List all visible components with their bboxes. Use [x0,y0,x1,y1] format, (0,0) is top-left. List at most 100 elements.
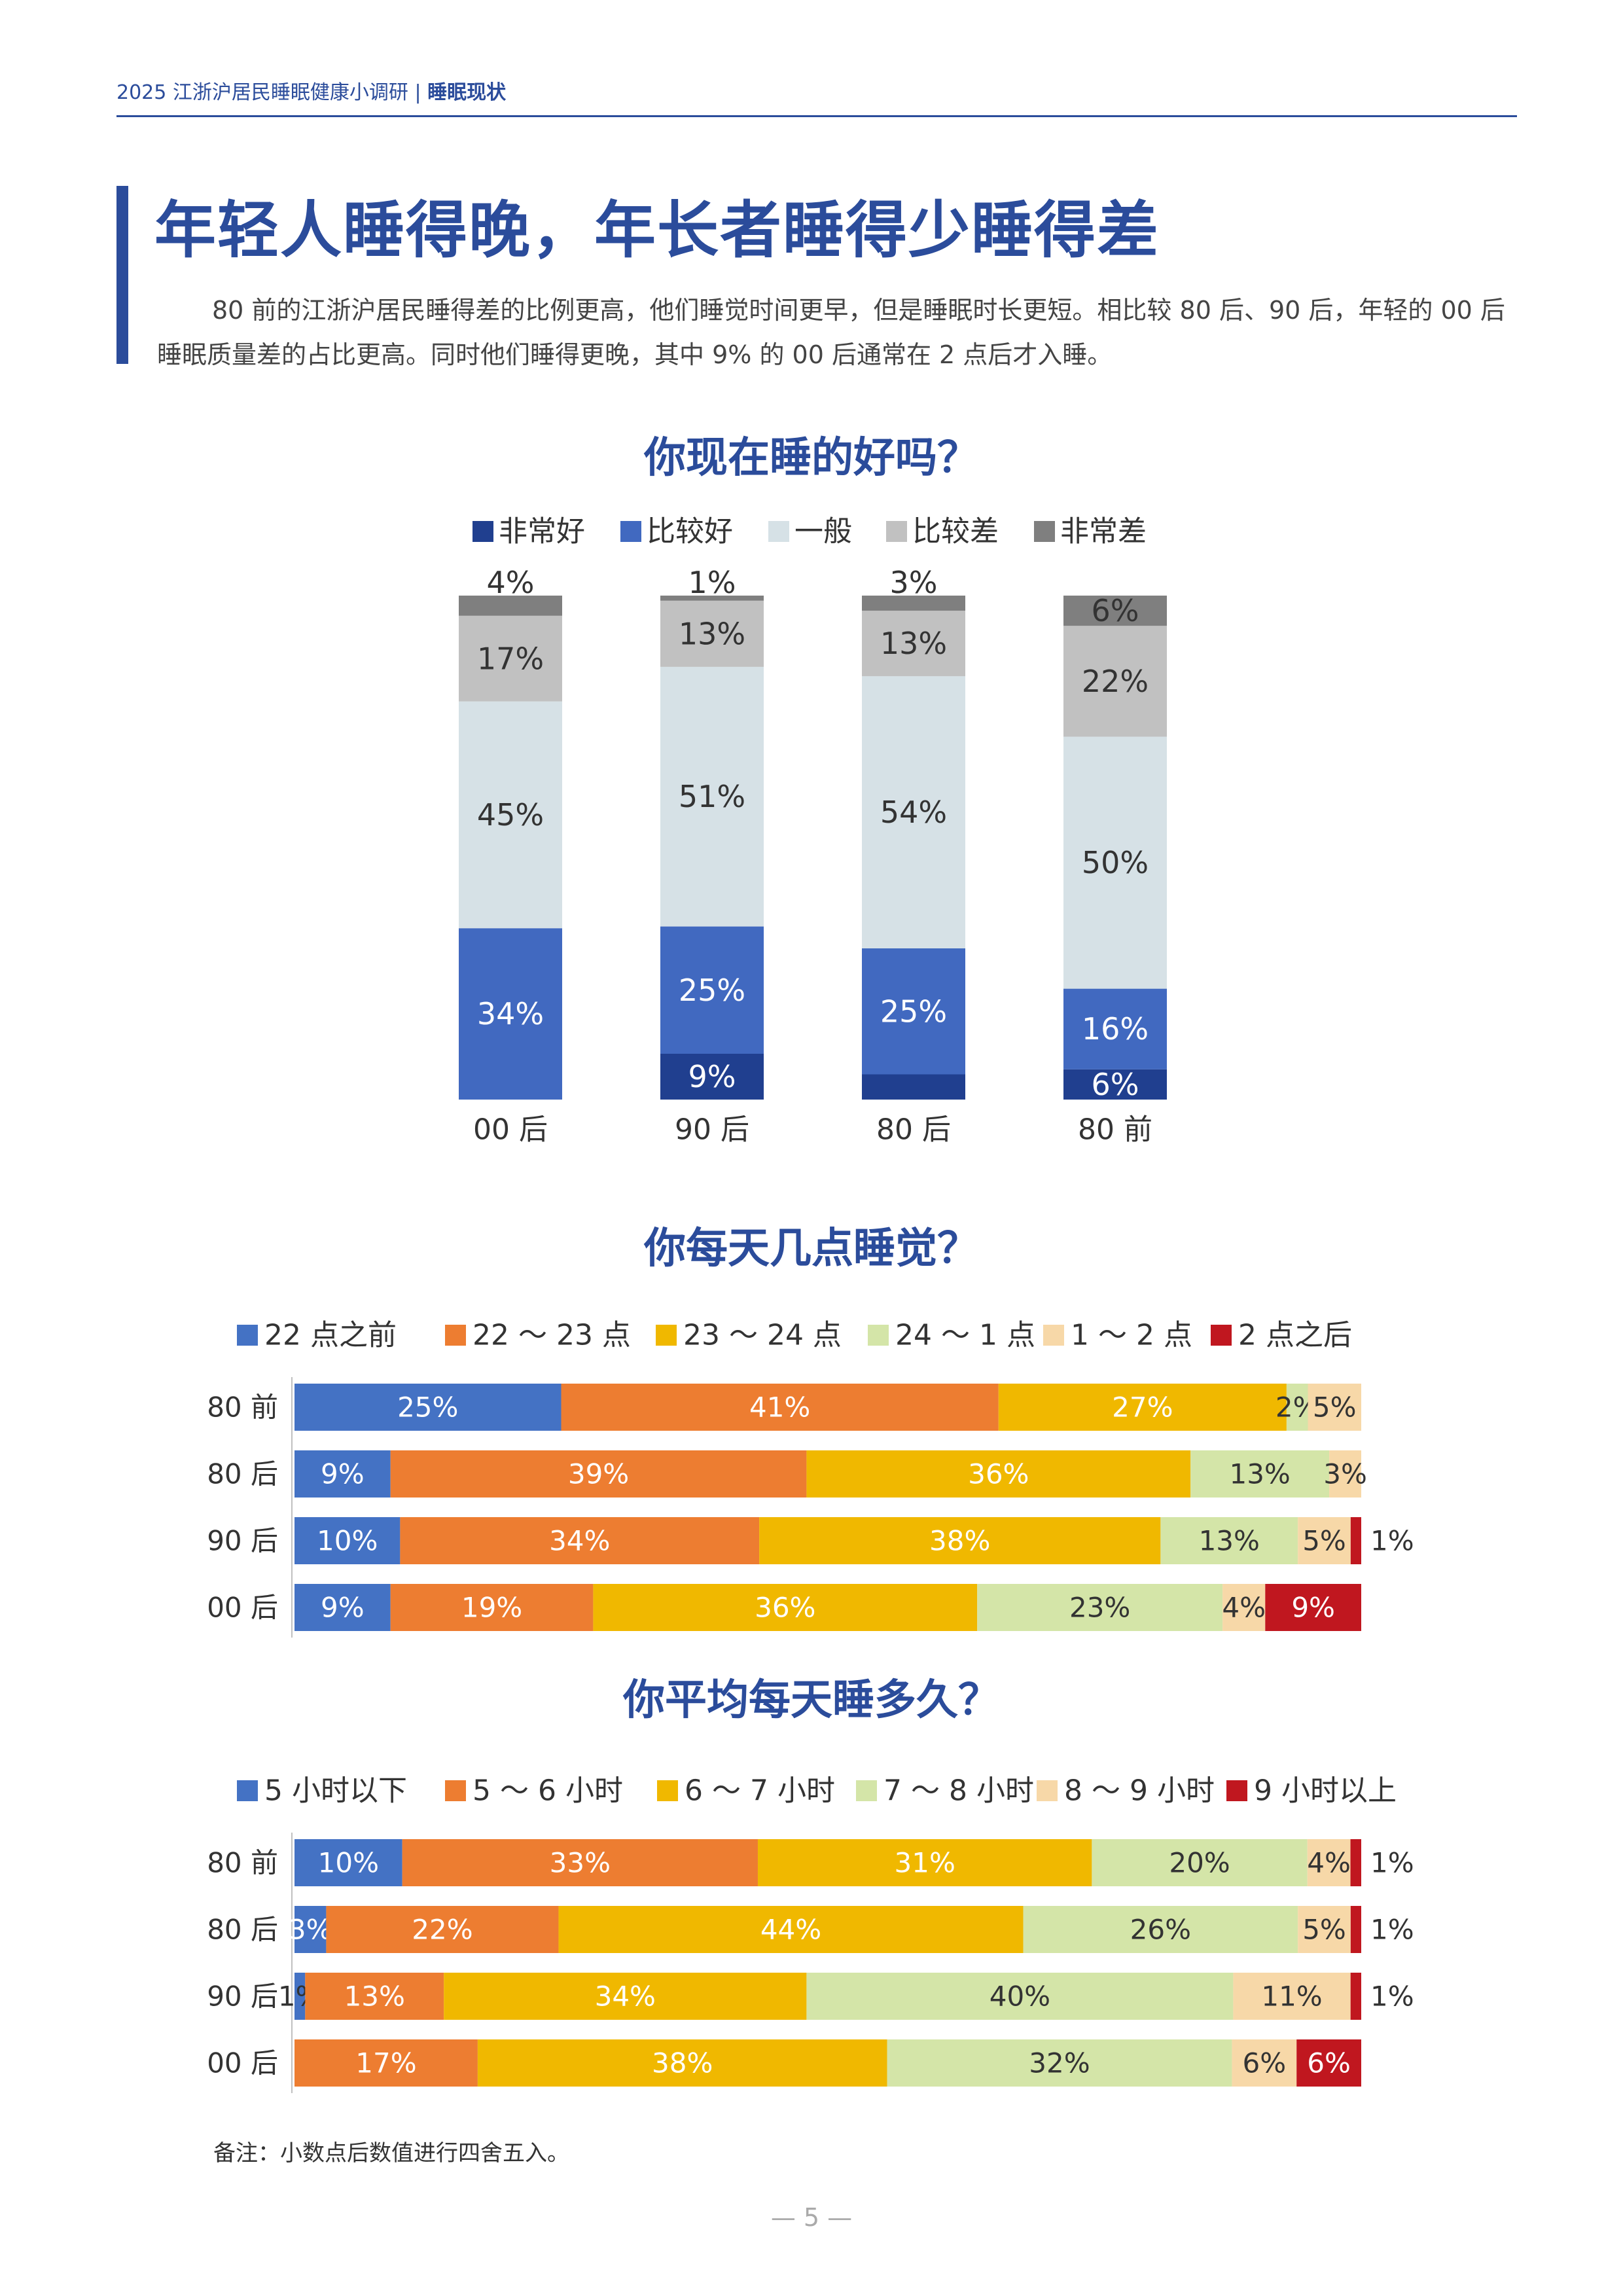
sleep-duration-chart: 5 小时以下 5 ～ 6 小时 6 ～ 7 小时 7 ～ 8 小时 8 ～ 9 小时 9 … [207,1774,1414,2093]
bar-segment [1232,2039,1297,2087]
chart1-title: 你现在睡的好吗？ [644,434,979,482]
legend-label: 23 ～ 24 点 [683,1319,842,1352]
header-section: 睡眠现状 [427,81,507,104]
data-label: 26% [1130,1914,1191,1946]
page-header: 2025 江浙沪居民睡眠健康小调研 | 睡眠现状 [116,73,1517,117]
bar-segment [1023,1906,1298,1953]
data-label: 4% [1307,1847,1351,1879]
legend-swatch [473,521,493,542]
data-label: 32% [1029,2047,1090,2079]
bar-segment [862,611,965,677]
bar-segment [887,2039,1232,2087]
bar-segment [1222,1584,1266,1631]
header-title: 2025 江浙沪居民睡眠健康小调研 [116,81,408,104]
legend-swatch [1211,1325,1232,1346]
data-label: 39% [568,1458,629,1490]
data-label: 25% [880,994,947,1029]
header-separator: | [414,81,421,104]
data-label: 34% [595,1981,656,2013]
data-label: 22% [412,1914,473,1946]
legend-label: 22 ～ 23 点 [473,1319,631,1352]
bar-segment [998,1384,1287,1431]
title-accent-bar [116,186,128,364]
data-label: 1% [1370,1847,1414,1879]
bar-segment [862,596,965,611]
legend-label: 比较好 [647,515,733,548]
data-label: 50% [1082,845,1149,880]
bar-segment [1286,1384,1308,1431]
bar-segment [862,948,965,1075]
bar-segment [977,1584,1223,1631]
bar-segment [561,1384,999,1431]
data-label: 36% [755,1592,815,1624]
bar-segment [1063,1069,1167,1100]
bar-segment [294,1973,306,2020]
category-label: 90 后 [207,1525,278,1557]
legend-swatch [1034,521,1055,542]
bar-segment [757,1839,1092,1886]
data-label: 17% [355,2047,416,2079]
data-label: 22% [1082,664,1149,699]
bar-segment [459,615,562,702]
bar-segment [660,1054,764,1100]
legend-swatch [886,521,907,542]
legend-swatch [237,1325,258,1346]
bedtime-chart: 22 点之前 22 ～ 23 点 23 ～ 24 点 24 ～ 1 点 1 ～ 2 点 2… [207,1319,1414,1638]
data-label: 51% [679,779,745,814]
data-label: 3% [289,1914,332,1946]
bar-segment [1092,1839,1308,1886]
bar-segment [1350,1973,1361,2020]
legend-label: 1 ～ 2 点 [1071,1319,1192,1352]
data-label: 5% [1313,1391,1357,1424]
category-label: 80 后 [207,1914,278,1946]
data-label: 11% [1261,1981,1322,2013]
data-label: 10% [318,1847,379,1879]
bar-segment [305,1973,444,2020]
bar-segment [1350,1517,1361,1564]
bar-segment [294,1384,562,1431]
category-label: 00 后 [473,1113,548,1147]
category-label: 90 后 [675,1113,749,1147]
data-label: 31% [895,1847,955,1879]
bar-segment [1160,1517,1298,1564]
bar-segment [660,926,764,1054]
bar-segment [1233,1973,1351,2020]
data-label: 23% [1069,1592,1130,1624]
bar-segment [294,1584,391,1631]
data-label: 1% [688,565,736,600]
bar-segment [1350,1906,1361,1953]
data-label: 27% [1112,1391,1173,1424]
data-label: 44% [760,1914,821,1946]
legend-label: 一般 [794,515,852,548]
bar-segment [294,1450,391,1498]
data-label: 16% [1082,1011,1149,1047]
data-label: 41% [749,1391,810,1424]
header-text: 2025 江浙沪居民睡眠健康小调研 | 睡眠现状 [116,76,506,105]
category-label: 80 前 [207,1847,278,1879]
bar-segment [1307,1839,1351,1886]
data-label: 13% [344,1981,405,2013]
chart2-title: 你每天几点睡觉？ [644,1225,979,1273]
bar-segment [1190,1450,1330,1498]
category-label: 80 前 [1078,1113,1152,1147]
bar-segment [390,1584,594,1631]
data-label: 4% [487,565,535,600]
bar-segment [1298,1906,1351,1953]
data-label: 6% [1092,593,1139,628]
legend-label: 5 小时以下 [264,1774,407,1808]
bar-segment [1350,1839,1361,1886]
bar-segment [459,596,562,616]
data-label: 13% [1199,1525,1260,1557]
data-label: 13% [679,616,745,651]
data-label: 6% [1242,2047,1286,2079]
category-label: 00 后 [207,1592,278,1624]
bar-segment [660,596,764,601]
bar-segment [294,2039,478,2087]
bar-segment [294,1906,327,1953]
legend-swatch [856,1780,877,1801]
legend-swatch [445,1780,466,1801]
data-label: 9% [321,1592,365,1624]
data-label: 1% [1370,1981,1414,2013]
bar-segment [1063,626,1167,737]
data-label: 20% [1169,1847,1230,1879]
